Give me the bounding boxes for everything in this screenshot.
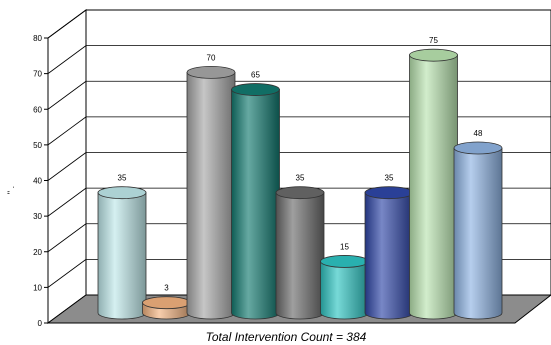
data-label: 35 bbox=[118, 174, 127, 183]
bar-body bbox=[364, 192, 414, 320]
gridline-side bbox=[47, 223, 87, 253]
y-tick-label: 40 bbox=[33, 177, 42, 186]
bar-body bbox=[453, 147, 503, 320]
gridline-side bbox=[47, 9, 87, 39]
data-label: 3 bbox=[164, 284, 169, 293]
y-axis-label: " . bbox=[6, 186, 16, 194]
y-axis-ticks: 0 10 20 30 40 50 60 70 80 bbox=[33, 34, 48, 328]
bar-body bbox=[231, 89, 280, 320]
bar-top bbox=[320, 255, 369, 268]
bar-top bbox=[97, 186, 147, 200]
data-label: 35 bbox=[385, 174, 394, 183]
x-axis-title: Total Intervention Count = 384 bbox=[206, 330, 367, 344]
y-tick-label: 80 bbox=[33, 34, 42, 43]
y-tick-label: 50 bbox=[33, 141, 42, 150]
y-tick-label: 20 bbox=[33, 248, 42, 257]
bar-top bbox=[453, 141, 503, 155]
bar-body bbox=[320, 261, 369, 320]
gridline-side bbox=[47, 152, 87, 181]
bar bbox=[97, 186, 147, 320]
bar-top bbox=[231, 83, 280, 96]
data-label: 65 bbox=[251, 71, 260, 80]
gridline-side bbox=[47, 80, 87, 110]
data-label: 35 bbox=[296, 174, 305, 183]
bar-body bbox=[409, 54, 458, 320]
bar bbox=[275, 186, 325, 320]
bar bbox=[409, 48, 458, 320]
gridline-side bbox=[47, 45, 87, 74]
data-label: 48 bbox=[474, 129, 483, 138]
data-label: 15 bbox=[340, 242, 349, 251]
bar-top bbox=[186, 65, 236, 79]
bar-top bbox=[275, 186, 325, 200]
data-label: 75 bbox=[429, 36, 438, 45]
bar-body bbox=[97, 192, 147, 320]
y-tick-label: 60 bbox=[33, 105, 42, 114]
y-tick-label: 0 bbox=[38, 319, 43, 328]
bar-top bbox=[364, 186, 414, 200]
bar-body bbox=[186, 71, 236, 320]
data-label: 70 bbox=[207, 53, 216, 62]
gridline-side bbox=[47, 259, 87, 288]
bar bbox=[364, 186, 414, 320]
bar bbox=[320, 255, 369, 320]
bar-body bbox=[275, 192, 325, 320]
y-tick-label: 10 bbox=[33, 283, 42, 292]
y-tick-label: 70 bbox=[33, 70, 42, 79]
data-labels: 35 3 70 65 35 15 35 75 48 bbox=[118, 36, 483, 293]
bar bbox=[142, 296, 191, 320]
bar-top bbox=[142, 296, 191, 310]
bars bbox=[97, 48, 503, 320]
bar-top bbox=[409, 48, 458, 62]
bar bbox=[186, 65, 236, 320]
bar bbox=[231, 83, 280, 320]
gridline-side bbox=[47, 116, 87, 146]
bar bbox=[453, 141, 503, 320]
y-tick-label: 30 bbox=[33, 212, 42, 221]
gridline-side bbox=[47, 187, 87, 217]
